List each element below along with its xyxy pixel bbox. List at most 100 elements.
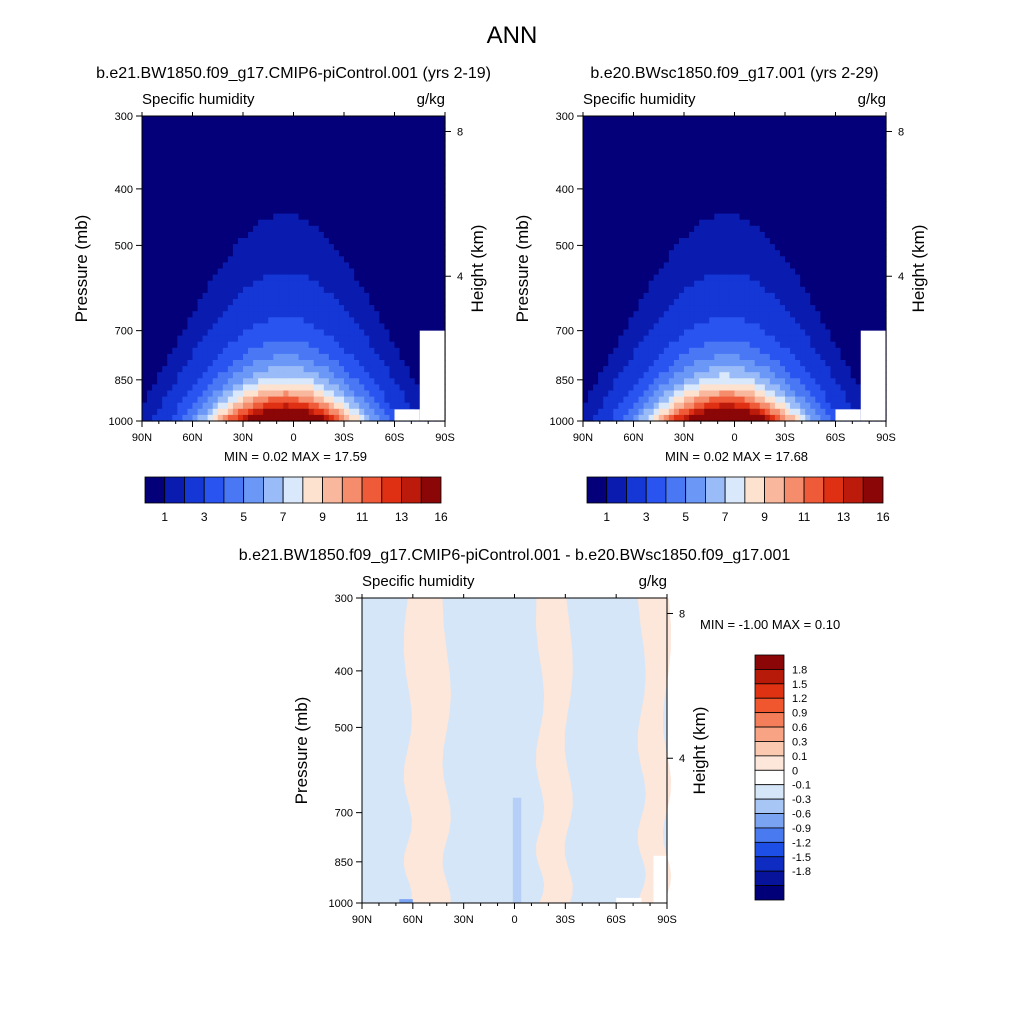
heatmap-cell (162, 189, 168, 196)
heatmap-cell (374, 378, 380, 385)
heatmap-cell (293, 244, 300, 251)
heatmap-cell (658, 305, 665, 312)
heatmap-cell (754, 122, 761, 129)
heatmap-cell (795, 195, 801, 202)
heatmap-cell (253, 128, 259, 135)
heatmap-cell (192, 414, 199, 422)
heatmap-cell (618, 244, 624, 251)
heatmap-cell (369, 164, 375, 172)
heatmap-cell (678, 146, 685, 154)
heatmap-cell (684, 164, 690, 172)
heatmap-cell (303, 366, 310, 373)
heatmap-cell (795, 140, 801, 148)
heatmap-cell (409, 152, 416, 160)
heatmap-cell (177, 250, 183, 257)
heatmap-cell (167, 146, 173, 154)
heatmap-cell (359, 207, 365, 215)
heatmap-cell (779, 213, 786, 221)
heatmap-cell (439, 140, 446, 148)
heatmap-cell (709, 231, 715, 239)
heatmap-cell (222, 244, 229, 251)
heatmap-cell (845, 244, 852, 251)
heatmap-cell (202, 189, 209, 196)
heatmap-cell (333, 384, 340, 392)
heatmap-cell (202, 311, 209, 318)
heatmap-cell (167, 268, 173, 276)
heatmap-cell (374, 128, 380, 135)
heatmap-cell (243, 305, 249, 312)
heatmap-cell (855, 238, 862, 245)
terrain-mask (394, 409, 420, 421)
heatmap-cell (323, 177, 330, 184)
heatmap-cell (689, 122, 695, 129)
heatmap-cell (734, 256, 741, 263)
heatmap-cell (404, 238, 411, 245)
heatmap-cell (207, 244, 214, 251)
heatmap-cell (152, 231, 158, 239)
heatmap-cell (414, 341, 421, 349)
heatmap-cell (202, 323, 209, 331)
heatmap-cell (628, 140, 635, 148)
heatmap-cell (694, 152, 700, 160)
heatmap-cell (172, 164, 178, 172)
heatmap-cell (222, 292, 229, 300)
heatmap-cell (298, 341, 305, 349)
heatmap-cell (845, 164, 852, 172)
heatmap-cell (845, 299, 852, 306)
heatmap-cell (638, 152, 645, 160)
heatmap-cell (222, 280, 229, 288)
heatmap-cell (248, 366, 254, 373)
heatmap-cell (709, 207, 715, 215)
heatmap-cell (825, 177, 832, 184)
heatmap-cell (248, 408, 254, 416)
heatmap-cell (774, 134, 781, 141)
heatmap-cell (354, 396, 360, 404)
heatmap-cell (399, 372, 406, 379)
heatmap-cell (308, 238, 315, 245)
heatmap-cell (328, 280, 335, 288)
heatmap-cell (157, 207, 163, 215)
heatmap-cell (618, 256, 624, 263)
heatmap-cell (333, 122, 340, 129)
heatmap-cell (795, 250, 801, 257)
heatmap-cell (293, 170, 300, 178)
heatmap-cell (850, 116, 857, 123)
heatmap-cell (825, 244, 832, 251)
heatmap-cell (825, 207, 832, 215)
heatmap-cell (182, 366, 189, 373)
heatmap-cell (359, 396, 365, 404)
heatmap-cell (313, 170, 320, 178)
heatmap-cell (197, 323, 204, 331)
heatmap-cell (759, 189, 766, 196)
heatmap-cell (628, 207, 635, 215)
heatmap-cell (744, 195, 751, 202)
heatmap-cell (364, 317, 370, 324)
heatmap-cell (288, 360, 295, 367)
heatmap-cell (308, 396, 315, 404)
heatmap-cell (187, 280, 194, 288)
heatmap-cell (293, 335, 300, 343)
heatmap-cell (232, 152, 239, 160)
heatmap-cell (678, 183, 685, 190)
heatmap-cell (830, 152, 837, 160)
heatmap-cell (429, 280, 436, 288)
heatmap-cell (243, 256, 249, 263)
heatmap-cell (638, 305, 645, 312)
heatmap-cell (187, 122, 194, 129)
heatmap-cell (860, 183, 867, 190)
heatmap-cell (648, 231, 655, 239)
heatmap-cell (860, 280, 867, 288)
heatmap-cell (673, 238, 680, 245)
heatmap-cell (694, 195, 700, 202)
heatmap-cell (374, 372, 380, 379)
heatmap-cell (338, 158, 345, 166)
heatmap-cell (394, 262, 401, 270)
heatmap-cell (389, 353, 396, 361)
heatmap-cell (583, 152, 589, 160)
heatmap-cell (227, 189, 234, 196)
heatmap-cell (865, 146, 872, 154)
heatmap-cell (278, 238, 284, 245)
heatmap-cell (147, 384, 153, 392)
heatmap-cell (709, 170, 715, 178)
heatmap-cell (308, 177, 315, 184)
